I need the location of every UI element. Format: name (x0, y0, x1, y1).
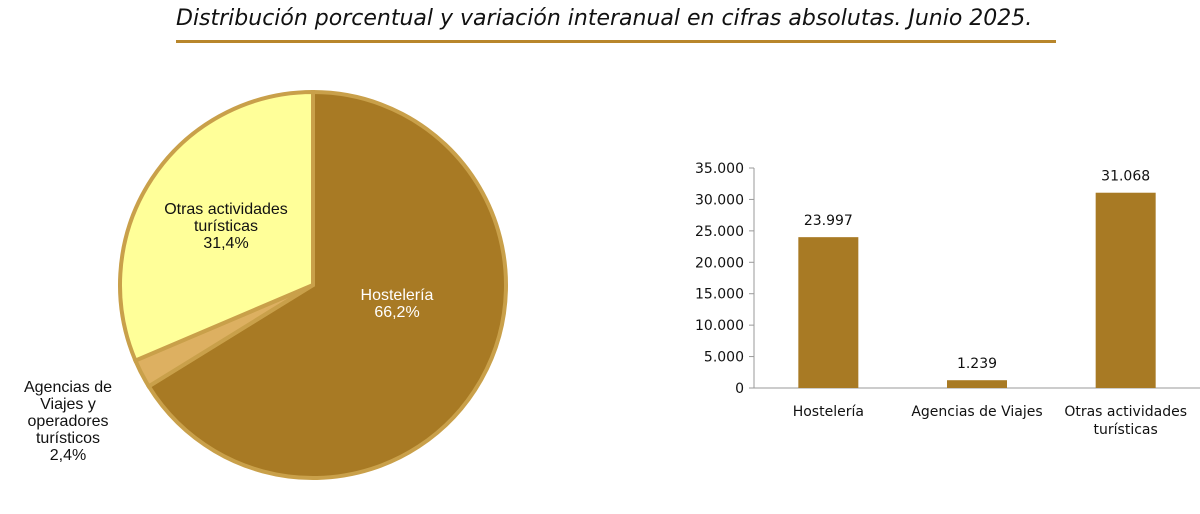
x-category-label: Agencias de Viajes (911, 404, 1042, 420)
y-tick-label: 25.000 (695, 224, 744, 240)
y-tick-label: 35.000 (695, 161, 744, 177)
bar-value-label: 31.068 (1101, 169, 1150, 185)
y-tick-label: 10.000 (695, 318, 744, 334)
bar (947, 380, 1007, 388)
pie-slice (146, 89, 508, 480)
x-category-label: Otras actividades turísticas (1064, 404, 1187, 438)
pie-slice-label: Agencias de Viajes y operadores turísticos 2… (24, 379, 112, 464)
bar (798, 237, 859, 388)
bar-value-label: 23.997 (804, 213, 853, 229)
bar (1095, 192, 1156, 388)
pie-slice-label: Otras actividades turísticas 31,4% (164, 201, 288, 252)
bar-chart: 0 5.000 10.000 15.000 20.000 25.000 30.000 35.0… (695, 161, 1200, 438)
x-category-label: Hostelería (793, 404, 864, 420)
pie-chart: Hostelería 66,2% Agencias de Viajes y operad… (24, 89, 508, 480)
title-underline (176, 40, 1056, 43)
y-tick-label: 5.000 (704, 350, 744, 366)
pie-slice-label: Hostelería 66,2% (361, 287, 434, 321)
y-tick-label: 30.000 (695, 192, 744, 208)
pie-slice (118, 89, 315, 364)
bar-value-label: 1.239 (957, 356, 997, 372)
page-title: Distribución porcentual y variación inte… (176, 6, 1033, 31)
y-tick-label: 15.000 (695, 287, 744, 303)
y-tick-label: 20.000 (695, 255, 744, 271)
y-tick-label: 0 (735, 381, 744, 397)
